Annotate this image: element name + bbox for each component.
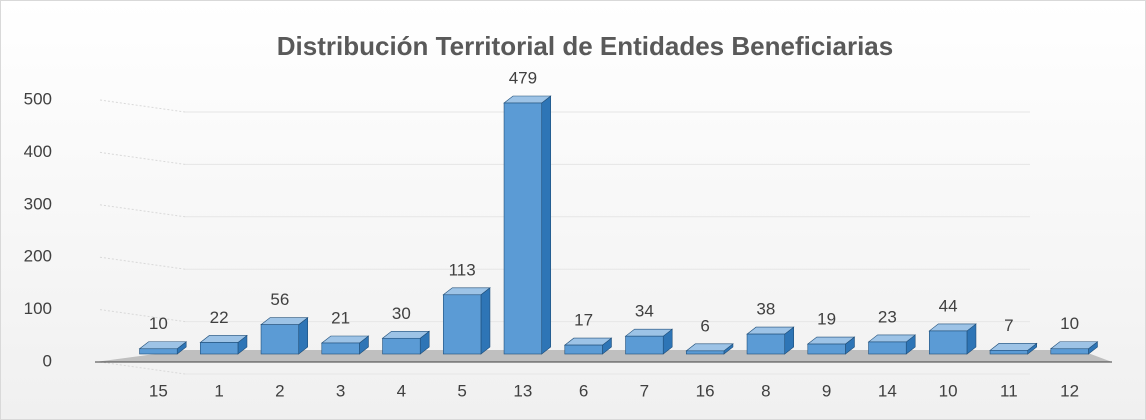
bar bbox=[625, 335, 664, 355]
x-tick-label: 16 bbox=[696, 381, 715, 400]
data-label: 56 bbox=[270, 290, 289, 309]
bar bbox=[746, 333, 786, 355]
data-label: 38 bbox=[756, 300, 775, 319]
data-label: 23 bbox=[878, 307, 897, 326]
y-tick-label: 500 bbox=[24, 89, 52, 108]
data-label: 10 bbox=[1060, 314, 1079, 333]
x-tick-label: 15 bbox=[149, 381, 168, 400]
data-label: 44 bbox=[939, 296, 958, 315]
data-label: 19 bbox=[817, 310, 836, 329]
x-tick-label: 4 bbox=[397, 381, 406, 400]
x-tick-label: 2 bbox=[275, 381, 284, 400]
bar bbox=[503, 102, 543, 355]
data-label: 21 bbox=[331, 308, 350, 327]
data-label: 22 bbox=[210, 308, 229, 327]
x-tick-label: 5 bbox=[457, 381, 466, 400]
data-label: 34 bbox=[635, 302, 654, 321]
bar bbox=[685, 350, 725, 355]
data-label: 6 bbox=[700, 316, 709, 335]
data-label: 113 bbox=[449, 260, 476, 279]
bar bbox=[928, 330, 968, 355]
x-tick-label: 6 bbox=[579, 381, 588, 400]
x-tick-label: 12 bbox=[1060, 381, 1079, 400]
bar-side bbox=[541, 95, 552, 355]
bar bbox=[382, 337, 421, 355]
data-label: 30 bbox=[392, 304, 411, 323]
x-tick-label: 3 bbox=[336, 381, 345, 400]
x-tick-label: 7 bbox=[640, 381, 649, 400]
y-tick-label: 300 bbox=[24, 194, 52, 213]
bar bbox=[1050, 348, 1089, 355]
bar bbox=[989, 350, 1029, 355]
bar bbox=[260, 324, 300, 355]
data-label: 479 bbox=[509, 68, 537, 87]
bar bbox=[807, 343, 846, 355]
bar bbox=[199, 342, 239, 355]
bar bbox=[321, 342, 360, 355]
data-label: 17 bbox=[574, 311, 593, 330]
y-tick-label: 200 bbox=[24, 247, 52, 266]
chart-title: Distribución Territorial de Entidades Be… bbox=[277, 31, 893, 61]
x-tick-label: 9 bbox=[822, 381, 831, 400]
x-tick-label: 11 bbox=[1000, 381, 1018, 400]
y-tick-label: 0 bbox=[43, 351, 52, 370]
x-tick-label: 14 bbox=[878, 381, 897, 400]
bar bbox=[139, 348, 178, 355]
bar bbox=[564, 344, 603, 355]
bar bbox=[442, 294, 482, 355]
x-tick-label: 13 bbox=[513, 381, 532, 400]
bar-side bbox=[480, 287, 491, 355]
data-label: 7 bbox=[1004, 316, 1013, 335]
x-tick-label: 8 bbox=[761, 381, 770, 400]
bar bbox=[868, 341, 907, 355]
data-label: 10 bbox=[149, 314, 168, 333]
y-tick-label: 100 bbox=[24, 299, 52, 318]
x-tick-label: 1 bbox=[214, 381, 223, 400]
y-tick-label: 400 bbox=[24, 142, 52, 161]
x-tick-label: 10 bbox=[939, 381, 958, 400]
